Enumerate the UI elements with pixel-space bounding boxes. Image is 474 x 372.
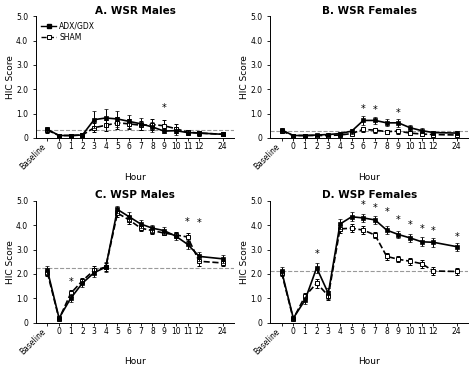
Y-axis label: HIC Score: HIC Score [240, 55, 249, 99]
Text: *: * [185, 217, 190, 227]
Text: *: * [431, 226, 436, 236]
Title: A. WSR Males: A. WSR Males [94, 6, 175, 16]
Text: *: * [455, 232, 459, 242]
Text: *: * [197, 218, 201, 228]
Text: *: * [361, 104, 366, 114]
X-axis label: Hour: Hour [124, 357, 146, 366]
Text: *: * [314, 249, 319, 259]
Text: *: * [373, 203, 377, 213]
Text: *: * [162, 103, 166, 113]
Text: *: * [384, 208, 389, 218]
Text: *: * [408, 219, 412, 230]
X-axis label: Hour: Hour [358, 357, 380, 366]
Y-axis label: HIC Score: HIC Score [6, 240, 15, 284]
Title: B. WSR Females: B. WSR Females [322, 6, 417, 16]
Title: C. WSP Males: C. WSP Males [95, 190, 175, 200]
X-axis label: Hour: Hour [124, 173, 146, 182]
Text: *: * [68, 277, 73, 287]
Y-axis label: HIC Score: HIC Score [240, 240, 249, 284]
Text: *: * [396, 108, 401, 118]
Title: D. WSP Females: D. WSP Females [321, 190, 417, 200]
Text: *: * [396, 215, 401, 225]
X-axis label: Hour: Hour [358, 173, 380, 182]
Text: *: * [361, 200, 366, 210]
Text: *: * [373, 105, 377, 115]
Text: *: * [419, 224, 424, 234]
Y-axis label: HIC Score: HIC Score [6, 55, 15, 99]
Legend: ADX/GDX, SHAM: ADX/GDX, SHAM [39, 20, 97, 44]
